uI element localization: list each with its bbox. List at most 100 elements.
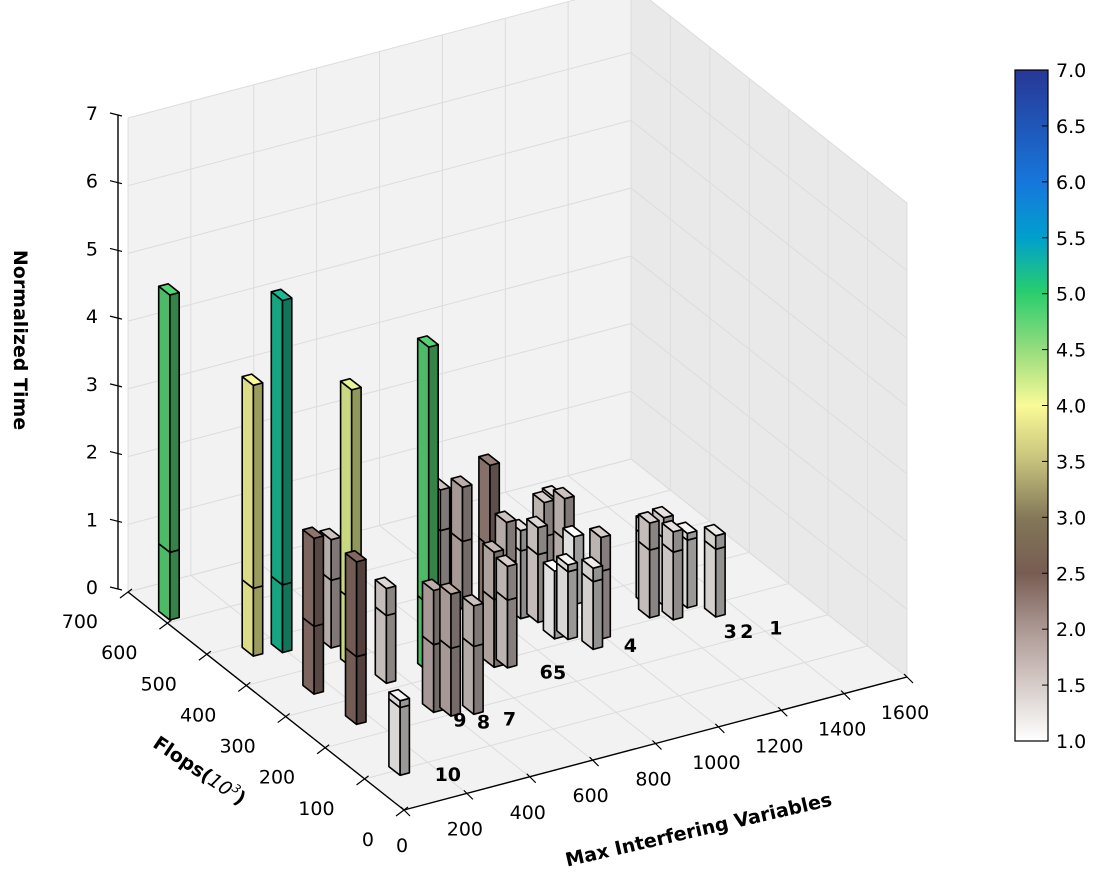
bar-label: 9 — [453, 709, 466, 731]
bar-front-face — [450, 590, 462, 650]
z-tick — [109, 518, 123, 523]
bar — [703, 523, 726, 618]
x-tick-label: 1600 — [881, 702, 929, 724]
z-tick — [109, 112, 123, 117]
bar-side-face — [450, 477, 464, 543]
bar-top-face — [555, 552, 579, 566]
bar-side-face — [344, 552, 358, 658]
bar-front-face — [686, 536, 698, 609]
x-tick — [526, 773, 537, 784]
grid-line-z — [127, 458, 908, 678]
bar-side-face — [270, 290, 284, 586]
bar-side-face — [482, 590, 495, 669]
colorbar-tick-label: 5.0 — [1056, 284, 1086, 306]
bar-side-face — [157, 542, 171, 621]
bar-top-face — [302, 526, 325, 540]
bar-front-face — [537, 524, 549, 556]
bar-side-face — [270, 575, 284, 654]
y-tick-label: 600 — [101, 642, 137, 664]
z-tick-label: 0 — [86, 577, 98, 599]
z-tick-label: 4 — [86, 306, 98, 328]
bar-front-face — [461, 483, 473, 543]
colorbar-tick-label: 2.0 — [1056, 619, 1086, 641]
bar-side-face — [542, 561, 556, 640]
bar-label: 10 — [435, 764, 461, 786]
x-tick — [714, 723, 725, 734]
z-tick — [109, 586, 123, 591]
bar — [344, 549, 367, 726]
bar-label: 2 — [740, 621, 753, 643]
y-tick-label: 700 — [62, 611, 98, 633]
bar — [555, 552, 579, 641]
colorbar-tick-label: 4.5 — [1056, 340, 1086, 362]
bar-front-face — [385, 585, 397, 617]
bar — [439, 582, 462, 717]
grid-line-z — [127, 323, 908, 542]
side-wall-pane — [631, 0, 907, 677]
grid-line-z — [127, 52, 908, 272]
y-tick — [198, 650, 212, 661]
bar-labels: 109 8 76 543 2 1 — [435, 617, 783, 786]
bar-top-face — [661, 519, 684, 533]
bar-side-face — [302, 616, 315, 695]
bar-top-face — [374, 576, 397, 590]
colorbar-tick-label: 7.0 — [1056, 60, 1086, 82]
bar-front-face — [672, 548, 684, 621]
bar-top-face — [439, 582, 462, 596]
bar-label: 8 — [477, 711, 490, 733]
bar-front-face — [281, 297, 293, 586]
z-tick — [109, 450, 123, 456]
bar-top-face — [581, 556, 604, 570]
y-tick-label: 200 — [259, 767, 295, 789]
bar-label: 7 — [503, 709, 516, 731]
x-tick-label: 0 — [396, 835, 408, 857]
bar-side-face — [555, 562, 569, 641]
x-tick-label: 1000 — [692, 752, 740, 774]
x-tick — [903, 673, 914, 684]
bar-front-face — [472, 602, 484, 648]
bar-top-face — [461, 593, 484, 607]
bar — [374, 576, 397, 685]
bar-front-face — [439, 486, 451, 532]
bar-side-face — [526, 545, 539, 624]
bar-top-face — [482, 540, 505, 554]
bar-side-face — [241, 375, 255, 590]
bar-top-face — [339, 377, 362, 391]
x-tick — [463, 789, 474, 800]
bar-top-face — [495, 554, 518, 568]
bar — [157, 282, 180, 621]
bar-front-face — [648, 519, 660, 551]
colorbar: 1.0 1.5 2.0 2.5 3.0 3.5 4.0 4.5 5.0 5.5 6.0 6.5 7.0 — [1014, 60, 1086, 753]
z-tick — [109, 180, 123, 185]
y-tick-label: 0 — [362, 829, 374, 851]
bar-top-face — [494, 510, 517, 524]
z-tick — [109, 383, 123, 388]
z-tick-label: 5 — [86, 238, 98, 260]
bar — [302, 526, 325, 695]
bar-side-face — [495, 590, 509, 669]
bar-side-face — [302, 528, 315, 628]
bar-front-face — [330, 536, 342, 582]
bar-top-face — [344, 549, 367, 563]
bar — [241, 373, 264, 657]
bar-front-face — [169, 548, 180, 621]
colorbar-tick-label: 4.0 — [1056, 396, 1086, 418]
colorbar-ticks: 1.0 1.5 2.0 2.5 3.0 3.5 4.0 4.5 5.0 5.5 6.0 6.5 7.0 — [1042, 60, 1086, 753]
bar-side-face — [421, 580, 435, 646]
bar-front-face — [313, 535, 325, 628]
bar-front-face — [355, 558, 367, 658]
bar-front-face — [252, 381, 264, 590]
bar-front-face — [169, 291, 180, 554]
bar-front-face — [506, 596, 518, 669]
bar-front-face — [385, 612, 397, 685]
z-tick — [109, 315, 123, 320]
bar-top-face — [478, 453, 501, 467]
bar — [495, 554, 518, 669]
bar-top-face — [703, 523, 726, 537]
bar-top-face — [526, 515, 549, 529]
bar-top-face — [532, 490, 555, 504]
tick-labels: 0200400600800100012001400160001002003004… — [62, 103, 929, 857]
z-axis-title: Normalized Time — [9, 250, 31, 430]
bar-side-face — [461, 636, 475, 716]
